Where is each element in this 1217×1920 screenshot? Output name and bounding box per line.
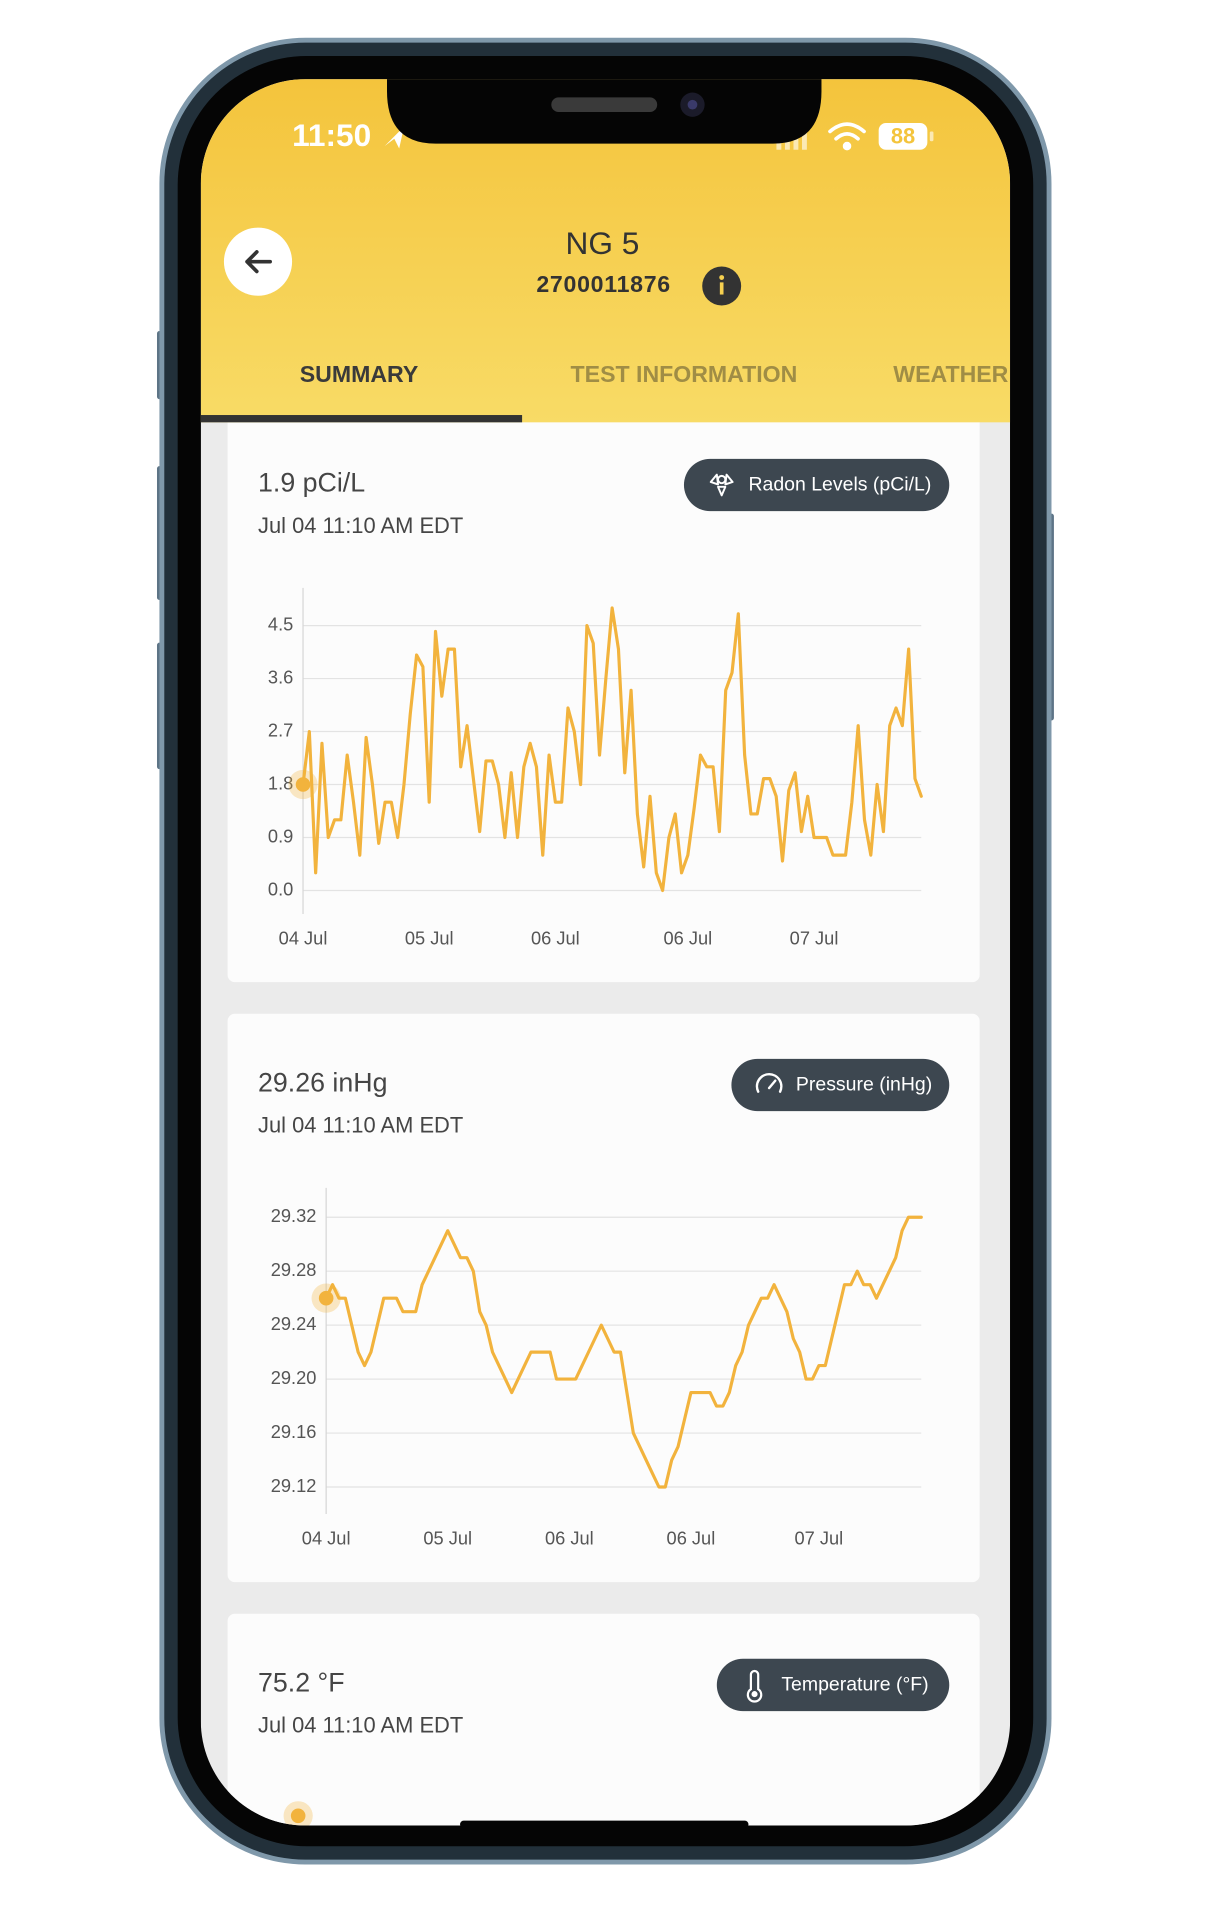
battery-tip — [929, 131, 934, 142]
chart-marker — [290, 1808, 306, 1824]
content: 1.9 pCi/L Jul 04 11:10 AM EDT Radon Levels… — [227, 413, 980, 1826]
sensor-card: 1.9 pCi/L Jul 04 11:10 AM EDT Radon Levels… — [227, 413, 980, 983]
y-tick-label: 2.7 — [268, 719, 293, 740]
y-tick-label: 1.8 — [268, 772, 293, 793]
y-tick-label: 29.32 — [271, 1205, 317, 1226]
reading-timestamp: Jul 04 11:10 AM EDT — [258, 1113, 463, 1138]
reading-value: 75.2 °F — [258, 1667, 345, 1697]
badge-label: Pressure (inHg) — [796, 1074, 932, 1096]
x-tick-label: 06 Jul — [664, 927, 713, 948]
signal-icon — [776, 126, 807, 150]
y-tick-label: 0.0 — [268, 878, 293, 899]
tab[interactable]: TEST INFORMATION — [571, 361, 798, 387]
battery-level: 88 — [891, 123, 915, 148]
y-tick-label: 3.6 — [268, 666, 293, 687]
x-tick-label: 06 Jul — [531, 927, 580, 948]
badge-background — [731, 1058, 950, 1112]
sensor-card: 75.2 °F Jul 04 11:10 AM EDT Temperature (°… — [227, 1613, 980, 1826]
y-tick-label: 29.24 — [271, 1313, 317, 1334]
status-time: 11:50 — [292, 117, 371, 153]
data-line — [301, 606, 923, 893]
selected-point — [295, 777, 311, 792]
reading-value: 1.9 pCi/L — [258, 467, 365, 497]
x-tick-label: 05 Jul — [423, 1527, 472, 1548]
device-name: NG 5 — [566, 225, 640, 261]
x-tick-label: 07 Jul — [790, 927, 839, 948]
speaker — [551, 97, 658, 112]
app-header: 11:50 88 NG 5 2700011876 — [200, 79, 1011, 423]
back-button[interactable] — [223, 227, 293, 296]
card-background — [227, 1013, 980, 1583]
tab[interactable]: WEATHER — [893, 361, 1008, 387]
y-tick-label: 29.12 — [271, 1475, 317, 1496]
badge-background — [683, 458, 950, 512]
wifi-icon — [828, 122, 866, 151]
reading-value: 29.26 inHg — [258, 1067, 387, 1097]
reading-timestamp: Jul 04 11:10 AM EDT — [258, 1713, 463, 1738]
selected-point — [318, 1290, 334, 1306]
metric-badge[interactable]: Temperature (°F) — [716, 1658, 950, 1712]
screen: 1.9 pCi/L Jul 04 11:10 AM EDT Radon Levels… — [200, 79, 1011, 1826]
tab-indicator — [200, 415, 523, 423]
x-tick-label: 04 Jul — [302, 1527, 351, 1548]
y-tick-label: 29.20 — [271, 1367, 317, 1388]
badge-label: Radon Levels (pCi/L) — [748, 474, 931, 496]
x-tick-label: 05 Jul — [405, 927, 454, 948]
tab[interactable]: SUMMARY — [300, 361, 419, 387]
icon-part — [746, 1669, 763, 1703]
location-icon — [384, 126, 405, 149]
icon-part — [751, 1691, 758, 1698]
metric-badge[interactable]: Radon Levels (pCi/L) — [683, 458, 950, 512]
y-tick-label: 4.5 — [268, 613, 293, 634]
y-tick-label: 29.28 — [271, 1259, 317, 1280]
badge-background — [716, 1658, 950, 1712]
data-line — [324, 1215, 923, 1489]
info-button[interactable] — [702, 266, 742, 306]
icon-part — [755, 1073, 783, 1093]
icon-part — [709, 473, 734, 497]
sensor-card: 29.26 inHg Jul 04 11:10 AM EDT Pressure (i… — [227, 1013, 980, 1583]
x-tick-label: 04 Jul — [279, 927, 328, 948]
home-indicator — [460, 1820, 749, 1828]
device-serial: 2700011876 — [536, 271, 671, 297]
metric-badge[interactable]: Pressure (inHg) — [731, 1058, 950, 1112]
x-tick-label: 07 Jul — [795, 1527, 844, 1548]
reading-timestamp: Jul 04 11:10 AM EDT — [258, 513, 463, 538]
y-tick-label: 0.9 — [268, 825, 293, 846]
x-tick-label: 06 Jul — [667, 1527, 716, 1548]
y-tick-label: 29.16 — [271, 1421, 317, 1442]
badge-label: Temperature (°F) — [781, 1674, 928, 1696]
camera-lens — [687, 99, 698, 110]
x-tick-label: 06 Jul — [545, 1527, 594, 1548]
battery-icon — [878, 122, 928, 150]
